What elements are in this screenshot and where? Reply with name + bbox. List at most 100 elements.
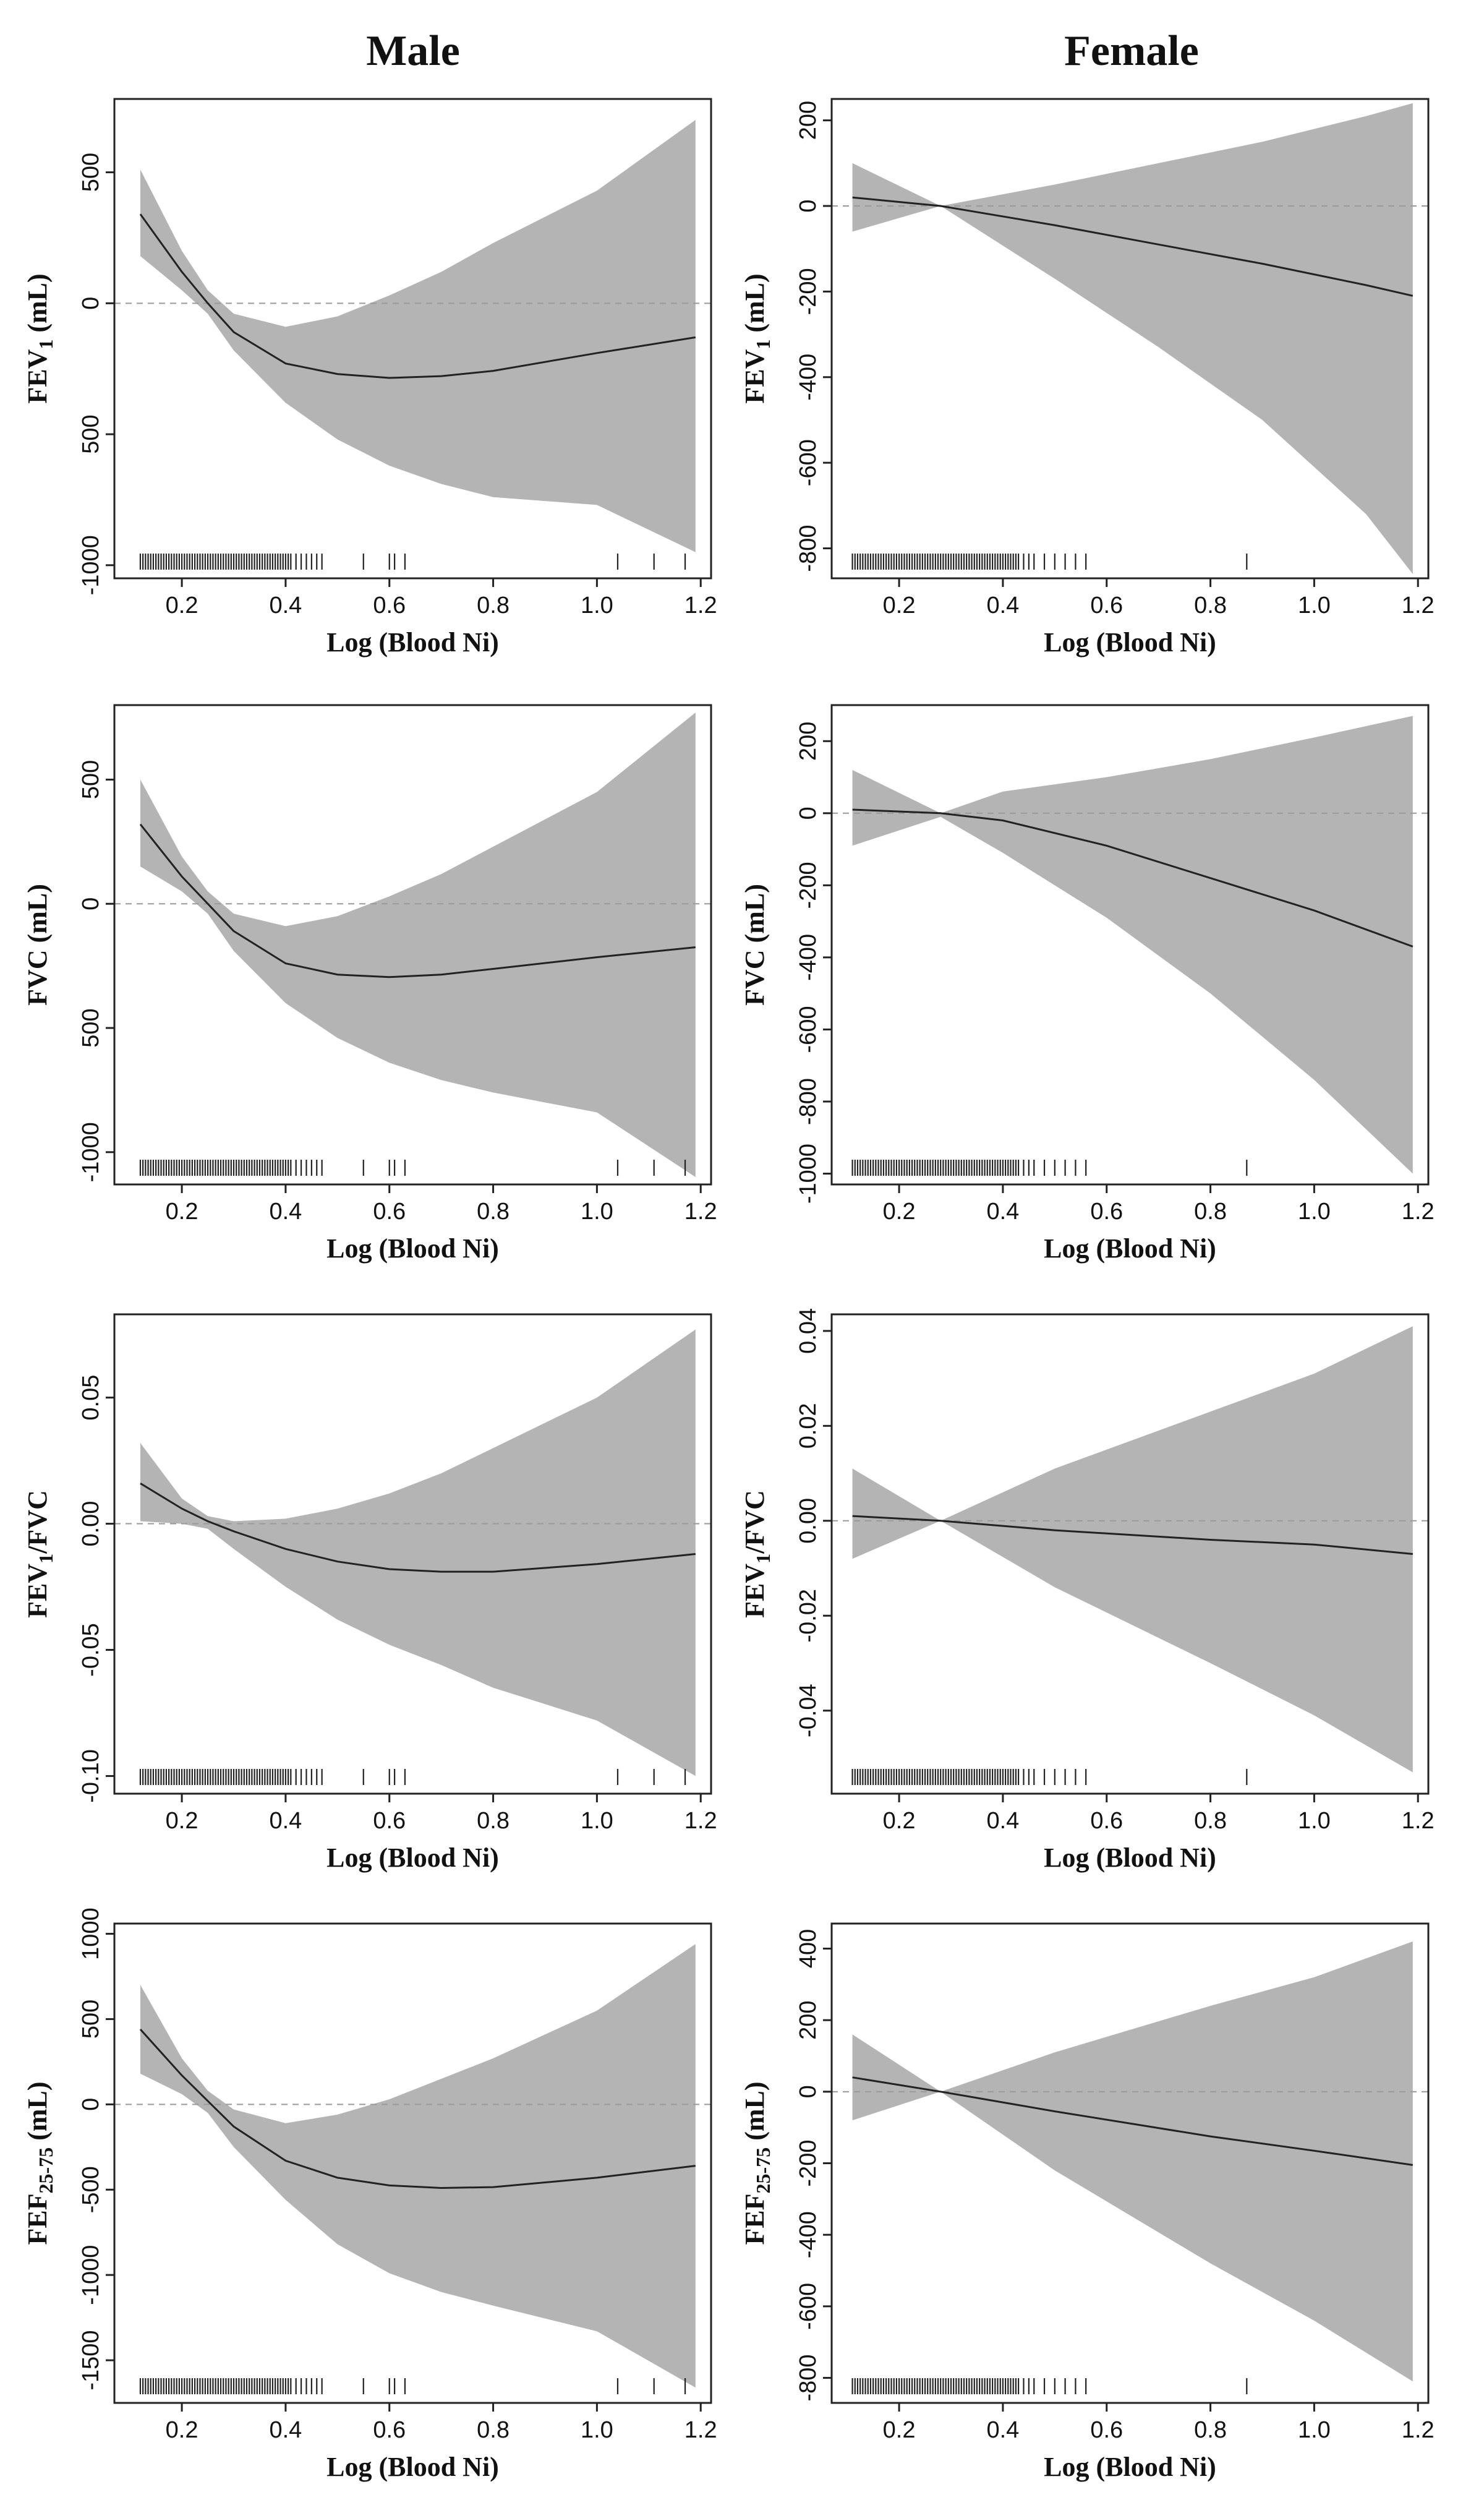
x-axis-title: Log (Blood Ni)	[1044, 627, 1216, 657]
y-tick-label: 0.00	[795, 1498, 821, 1544]
y-tick-label: -800	[795, 2354, 821, 2401]
x-tick-label: 0.4	[269, 1808, 302, 1834]
x-tick-label: 1.2	[1402, 1808, 1435, 1834]
y-tick-label: 0.00	[78, 1501, 104, 1547]
y-axis-title: FVC (mL)	[22, 884, 53, 1006]
y-axis-title-main: FEV	[740, 349, 770, 403]
y-axis-title-subscript: 1	[35, 1554, 57, 1564]
x-tick-label: 0.4	[986, 1808, 1019, 1834]
panel-female-fev1: 0.2 0.4 0.6 0.8 1.0 1.2 200 0 -200 -400 -600 -800 Lo…	[740, 98, 1435, 657]
panel-female-fef25-75: 0.2 0.4 0.6 0.8 1.0 1.2 400 200 0 -200 -400 -600 -80…	[740, 1922, 1435, 2482]
x-tick-label: 0.6	[1090, 593, 1123, 619]
estimate-line	[852, 1515, 1413, 1555]
x-tick-label: 1.0	[581, 593, 613, 619]
x-tick-label: 0.8	[1194, 1199, 1227, 1225]
plot-frame	[113, 98, 712, 580]
y-tick-label: -0.05	[78, 1623, 104, 1677]
y-tick-label: 0.05	[78, 1375, 104, 1421]
x-axis-title: Log (Blood Ni)	[1044, 1843, 1216, 1873]
x-tick-label: 0.2	[883, 1199, 916, 1225]
y-tick-label: 0.02	[795, 1403, 821, 1449]
y-tick-label: -0.10	[78, 1749, 104, 1803]
y-tick-label: 200	[795, 2000, 821, 2039]
x-tick-label: 0.2	[166, 1808, 198, 1834]
y-tick-label: 200	[795, 722, 821, 761]
x-tick-label: 1.2	[684, 1199, 717, 1225]
y-axis-title-subscript: 25-75	[752, 2147, 774, 2194]
estimate-line	[140, 1483, 696, 1573]
confidence-band	[140, 1329, 696, 1776]
x-tick-label: 1.2	[684, 593, 717, 619]
y-tick-label: 500	[78, 1008, 104, 1047]
y-axis-title: FEV1 (mL)	[740, 273, 774, 403]
x-tick-label: 1.2	[684, 1808, 717, 1834]
x-tick-label: 0.6	[373, 593, 406, 619]
x-tick-label: 0.8	[1194, 1808, 1227, 1834]
x-axis-title: Log (Blood Ni)	[1044, 1233, 1216, 1264]
y-axis-title-main: FEV	[22, 1564, 53, 1618]
y-axis-title-main: FEF	[740, 2193, 770, 2245]
estimate-line	[852, 2076, 1414, 2166]
y-axis-title: FEV1/FVC	[740, 1490, 774, 1618]
y-tick-label: -400	[795, 934, 821, 981]
rug-marks	[851, 1769, 1248, 1785]
x-tick-label: 0.8	[477, 2417, 510, 2443]
y-axis-title-suffix: (mL)	[740, 273, 770, 339]
plot-frame	[830, 1313, 1430, 1795]
y-axis-title-subscript: 1	[35, 340, 57, 349]
x-axis-title: Log (Blood Ni)	[326, 627, 499, 657]
y-tick-label: -600	[795, 2283, 821, 2330]
x-tick-label: 0.2	[883, 1808, 916, 1834]
column-title-female: Female	[1064, 27, 1199, 75]
y-tick-label: -800	[795, 525, 821, 572]
panel-female-fev1-fvc: 0.2 0.4 0.6 0.8 1.0 1.2 0.04 0.02 0.00 -0.02 -0.04…	[740, 1308, 1435, 1873]
y-tick-label: 0	[78, 297, 104, 310]
y-axis-title-main: FVC	[740, 949, 770, 1005]
y-tick-label: -200	[795, 268, 821, 315]
y-axis-title-main: FEF	[22, 2193, 53, 2245]
y-tick-label: -0.04	[795, 1684, 821, 1737]
y-axis-title-suffix: /FVC	[22, 1490, 53, 1554]
x-tick-label: 1.2	[684, 2417, 717, 2443]
y-tick-label: 0	[795, 199, 821, 212]
x-tick-label: 0.4	[269, 1199, 302, 1225]
y-axis-title-main: FEV	[22, 349, 53, 403]
x-tick-label: 0.6	[1090, 2417, 1123, 2443]
y-axis-title-suffix: (mL)	[22, 884, 53, 949]
y-tick-label: -600	[795, 439, 821, 486]
estimate-line	[139, 213, 696, 379]
y-tick-label: 500	[78, 760, 104, 799]
y-axis-title-suffix: (mL)	[22, 2081, 53, 2147]
x-tick-label: 0.8	[1194, 2417, 1227, 2443]
x-tick-label: 0.6	[373, 2417, 406, 2443]
y-tick-label: 0.04	[795, 1308, 821, 1354]
y-tick-label: 0	[795, 807, 821, 820]
y-tick-label: 0	[78, 2098, 104, 2111]
confidence-band	[852, 1941, 1413, 2382]
x-tick-label: 1.0	[581, 1199, 613, 1225]
x-tick-label: 1.2	[1402, 2417, 1435, 2443]
x-tick-label: 1.0	[1298, 1808, 1331, 1834]
rug-marks	[139, 1160, 686, 1176]
rug-marks	[851, 554, 1248, 570]
y-axis-title-subscript: 25-75	[35, 2147, 57, 2194]
y-tick-label: 500	[78, 414, 104, 453]
x-axis-title: Log (Blood Ni)	[326, 1233, 499, 1264]
y-tick-label: -400	[795, 2211, 821, 2258]
x-tick-label: 0.8	[477, 1199, 510, 1225]
x-tick-label: 0.2	[166, 2417, 198, 2443]
panel-male-fev1: 0.2 0.4 0.6 0.8 1.0 1.2 500 0 500 -1000 Log (Blood…	[22, 98, 717, 657]
y-axis-title-main: FEV	[740, 1564, 770, 1618]
estimate-line	[852, 808, 1414, 948]
panel-male-fvc: 0.2 0.4 0.6 0.8 1.0 1.2 500 0 500 -1000 Log (Blood…	[22, 704, 717, 1264]
estimate-line	[852, 196, 1414, 297]
y-axis-title-suffix: (mL)	[740, 884, 770, 949]
rug-marks	[139, 554, 686, 570]
y-tick-label: 500	[78, 153, 104, 192]
y-tick-label: 0	[795, 2085, 821, 2098]
plot-frame	[830, 98, 1430, 580]
y-axis-title-main: FVC	[22, 949, 53, 1005]
column-title-male: Male	[366, 27, 460, 75]
y-axis-title: FEF25-75 (mL)	[740, 2081, 774, 2245]
